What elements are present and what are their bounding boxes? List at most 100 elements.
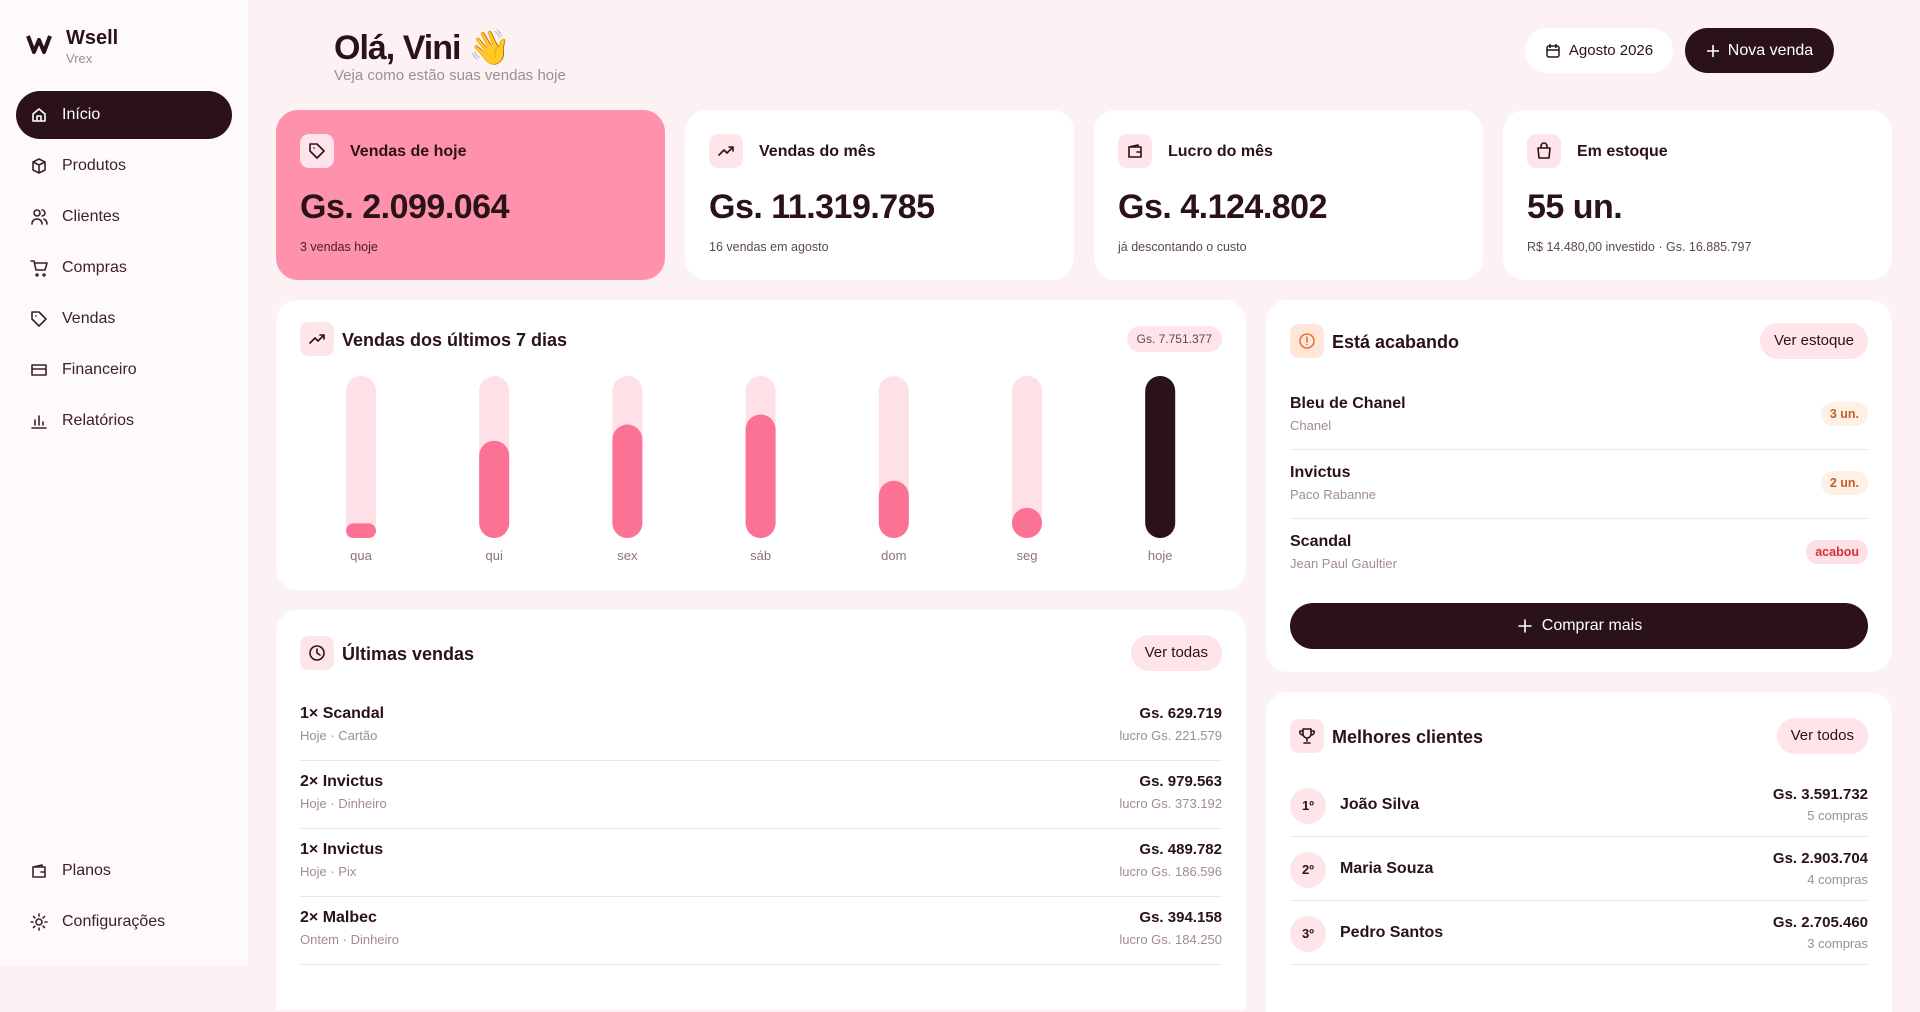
new-sale-button[interactable]: Nova venda — [1685, 28, 1834, 73]
nav-label: Produtos — [62, 157, 127, 174]
bar-track — [1012, 376, 1042, 538]
stat-label: Lucro do mês — [1168, 143, 1273, 160]
client-amount: Gs. 3.591.732 — [1772, 786, 1868, 803]
nav-item[interactable]: Relatórios — [16, 397, 232, 445]
card-icon — [1290, 719, 1324, 753]
nav-label: Configurações — [62, 913, 166, 930]
stat-card: Vendas de hoje Gs. 2.099.064 3 vendas hoje — [276, 110, 665, 280]
weekly-chart-card: Vendas dos últimos 7 dias Gs. 7.751.377 qu… — [276, 300, 1246, 590]
separator — [300, 964, 1222, 965]
nav-item[interactable]: Produtos — [16, 142, 232, 190]
icon — [32, 158, 46, 174]
sale-profit: lucro Gs. 184.250 — [1119, 932, 1222, 947]
stat-label: Vendas do mês — [759, 143, 876, 160]
card-action[interactable]: Ver estoque — [1759, 323, 1868, 359]
icon — [30, 260, 48, 277]
sale-item: 1× Invictus — [300, 841, 384, 858]
nav-item[interactable]: Compras — [16, 244, 232, 292]
stat-icon — [300, 134, 334, 168]
card-action[interactable]: Ver todos — [1776, 718, 1868, 754]
x-tick-label: qua — [350, 548, 372, 563]
stat-value: Gs. 2.099.064 — [300, 188, 510, 226]
icon — [31, 415, 47, 429]
card-icon — [1290, 324, 1324, 358]
client-amount: Gs. 2.903.704 — [1772, 850, 1868, 867]
client-amount: Gs. 2.705.460 — [1772, 914, 1868, 931]
item-brand: Paco Rabanne — [1290, 487, 1377, 502]
item-brand: Chanel — [1290, 418, 1332, 433]
card-icon — [300, 322, 334, 356]
recent-sales-card: Últimas vendas Ver todas 1× Scandal Hoje · … — [276, 610, 1246, 1010]
nav-label: Compras — [62, 259, 127, 276]
item-name: Bleu de Chanel — [1290, 395, 1406, 412]
separator — [300, 828, 1222, 829]
nav-item[interactable]: Início — [16, 91, 232, 139]
org: Vrex — [66, 51, 93, 66]
sale-meta: Hoje · Dinheiro — [300, 796, 387, 811]
x-tick-label: seg — [1017, 548, 1038, 563]
client-count: 5 compras — [1807, 808, 1868, 823]
icon — [309, 645, 325, 661]
stat-value: Gs. 4.124.802 — [1118, 188, 1328, 226]
nav-item[interactable]: Vendas — [16, 295, 232, 343]
sale-item: 2× Malbec — [300, 909, 377, 926]
period-picker[interactable]: Agosto 2026 — [1525, 28, 1673, 73]
nav-item[interactable]: Financeiro — [16, 346, 232, 394]
nav-item[interactable]: Configurações — [16, 898, 232, 946]
icon — [31, 311, 47, 327]
sale-meta: Ontem · Dinheiro — [300, 932, 399, 947]
rank-badge: 3º — [1290, 916, 1326, 952]
icon — [1537, 142, 1551, 159]
bar — [479, 440, 510, 538]
icon — [1128, 144, 1142, 158]
app: Wsell Vrex Início Produtos Clientes Compras… — [16, 27, 1892, 1012]
stat-note: 16 vendas em agosto — [709, 240, 829, 254]
nav-label: Início — [62, 106, 101, 123]
x-tick-label: qui — [486, 548, 503, 563]
greeting: Olá, Vini 👋 — [334, 29, 511, 67]
page: Wsell {"sidebar": {"brand": "Wsell", "or… — [16, 27, 1892, 1012]
stat-card: Vendas do mês Gs. 11.319.785 16 vendas em … — [685, 110, 1074, 280]
nav-label: Relatórios — [62, 412, 135, 429]
bar — [346, 523, 376, 538]
icon — [30, 913, 48, 931]
card-action[interactable]: Ver todas — [1130, 635, 1222, 671]
stat-icon — [709, 134, 743, 168]
nav-label: Financeiro — [62, 361, 137, 378]
stock-badge: acabou — [1806, 540, 1868, 564]
icon — [31, 209, 48, 225]
separator — [1290, 449, 1868, 450]
stat-icon — [1118, 134, 1152, 168]
stat-icon — [1527, 134, 1561, 168]
client-count: 4 compras — [1807, 872, 1868, 887]
buy-more-button[interactable]: Comprar mais — [1290, 603, 1868, 649]
separator — [1290, 900, 1868, 901]
plus-icon — [1706, 44, 1719, 57]
bar — [878, 480, 909, 538]
nav-label: Clientes — [62, 208, 120, 225]
bar — [612, 424, 643, 538]
nav-label: Planos — [62, 862, 111, 879]
nav-item[interactable]: Planos — [16, 847, 232, 895]
stock-badge: 2 un. — [1820, 471, 1868, 495]
x-tick-label: sáb — [750, 548, 771, 563]
bar — [1145, 376, 1176, 538]
item-brand: Jean Paul Gaultier — [1290, 556, 1397, 571]
client-count: 3 compras — [1807, 936, 1868, 951]
stat-value: Gs. 11.319.785 — [709, 188, 935, 226]
card-title: Melhores clientes — [1332, 727, 1484, 747]
x-tick-label: sex — [617, 548, 638, 563]
sale-amount: Gs. 979.563 — [1139, 773, 1222, 790]
x-tick-label: dom — [881, 548, 906, 563]
logo — [26, 35, 52, 54]
sale-profit: lucro Gs. 221.579 — [1119, 728, 1222, 743]
card-icon — [300, 636, 334, 670]
icon — [309, 143, 325, 159]
stat-note: R$ 14.480,00 investido · Gs. 16.885.797 — [1527, 240, 1752, 254]
stock-badge: 3 un. — [1820, 402, 1868, 426]
item-name: Scandal — [1290, 533, 1352, 550]
client-name: João Silva — [1340, 796, 1420, 813]
nav-item[interactable]: Clientes — [16, 193, 232, 241]
icon — [31, 364, 47, 376]
rank-badge: 2º — [1290, 852, 1326, 888]
